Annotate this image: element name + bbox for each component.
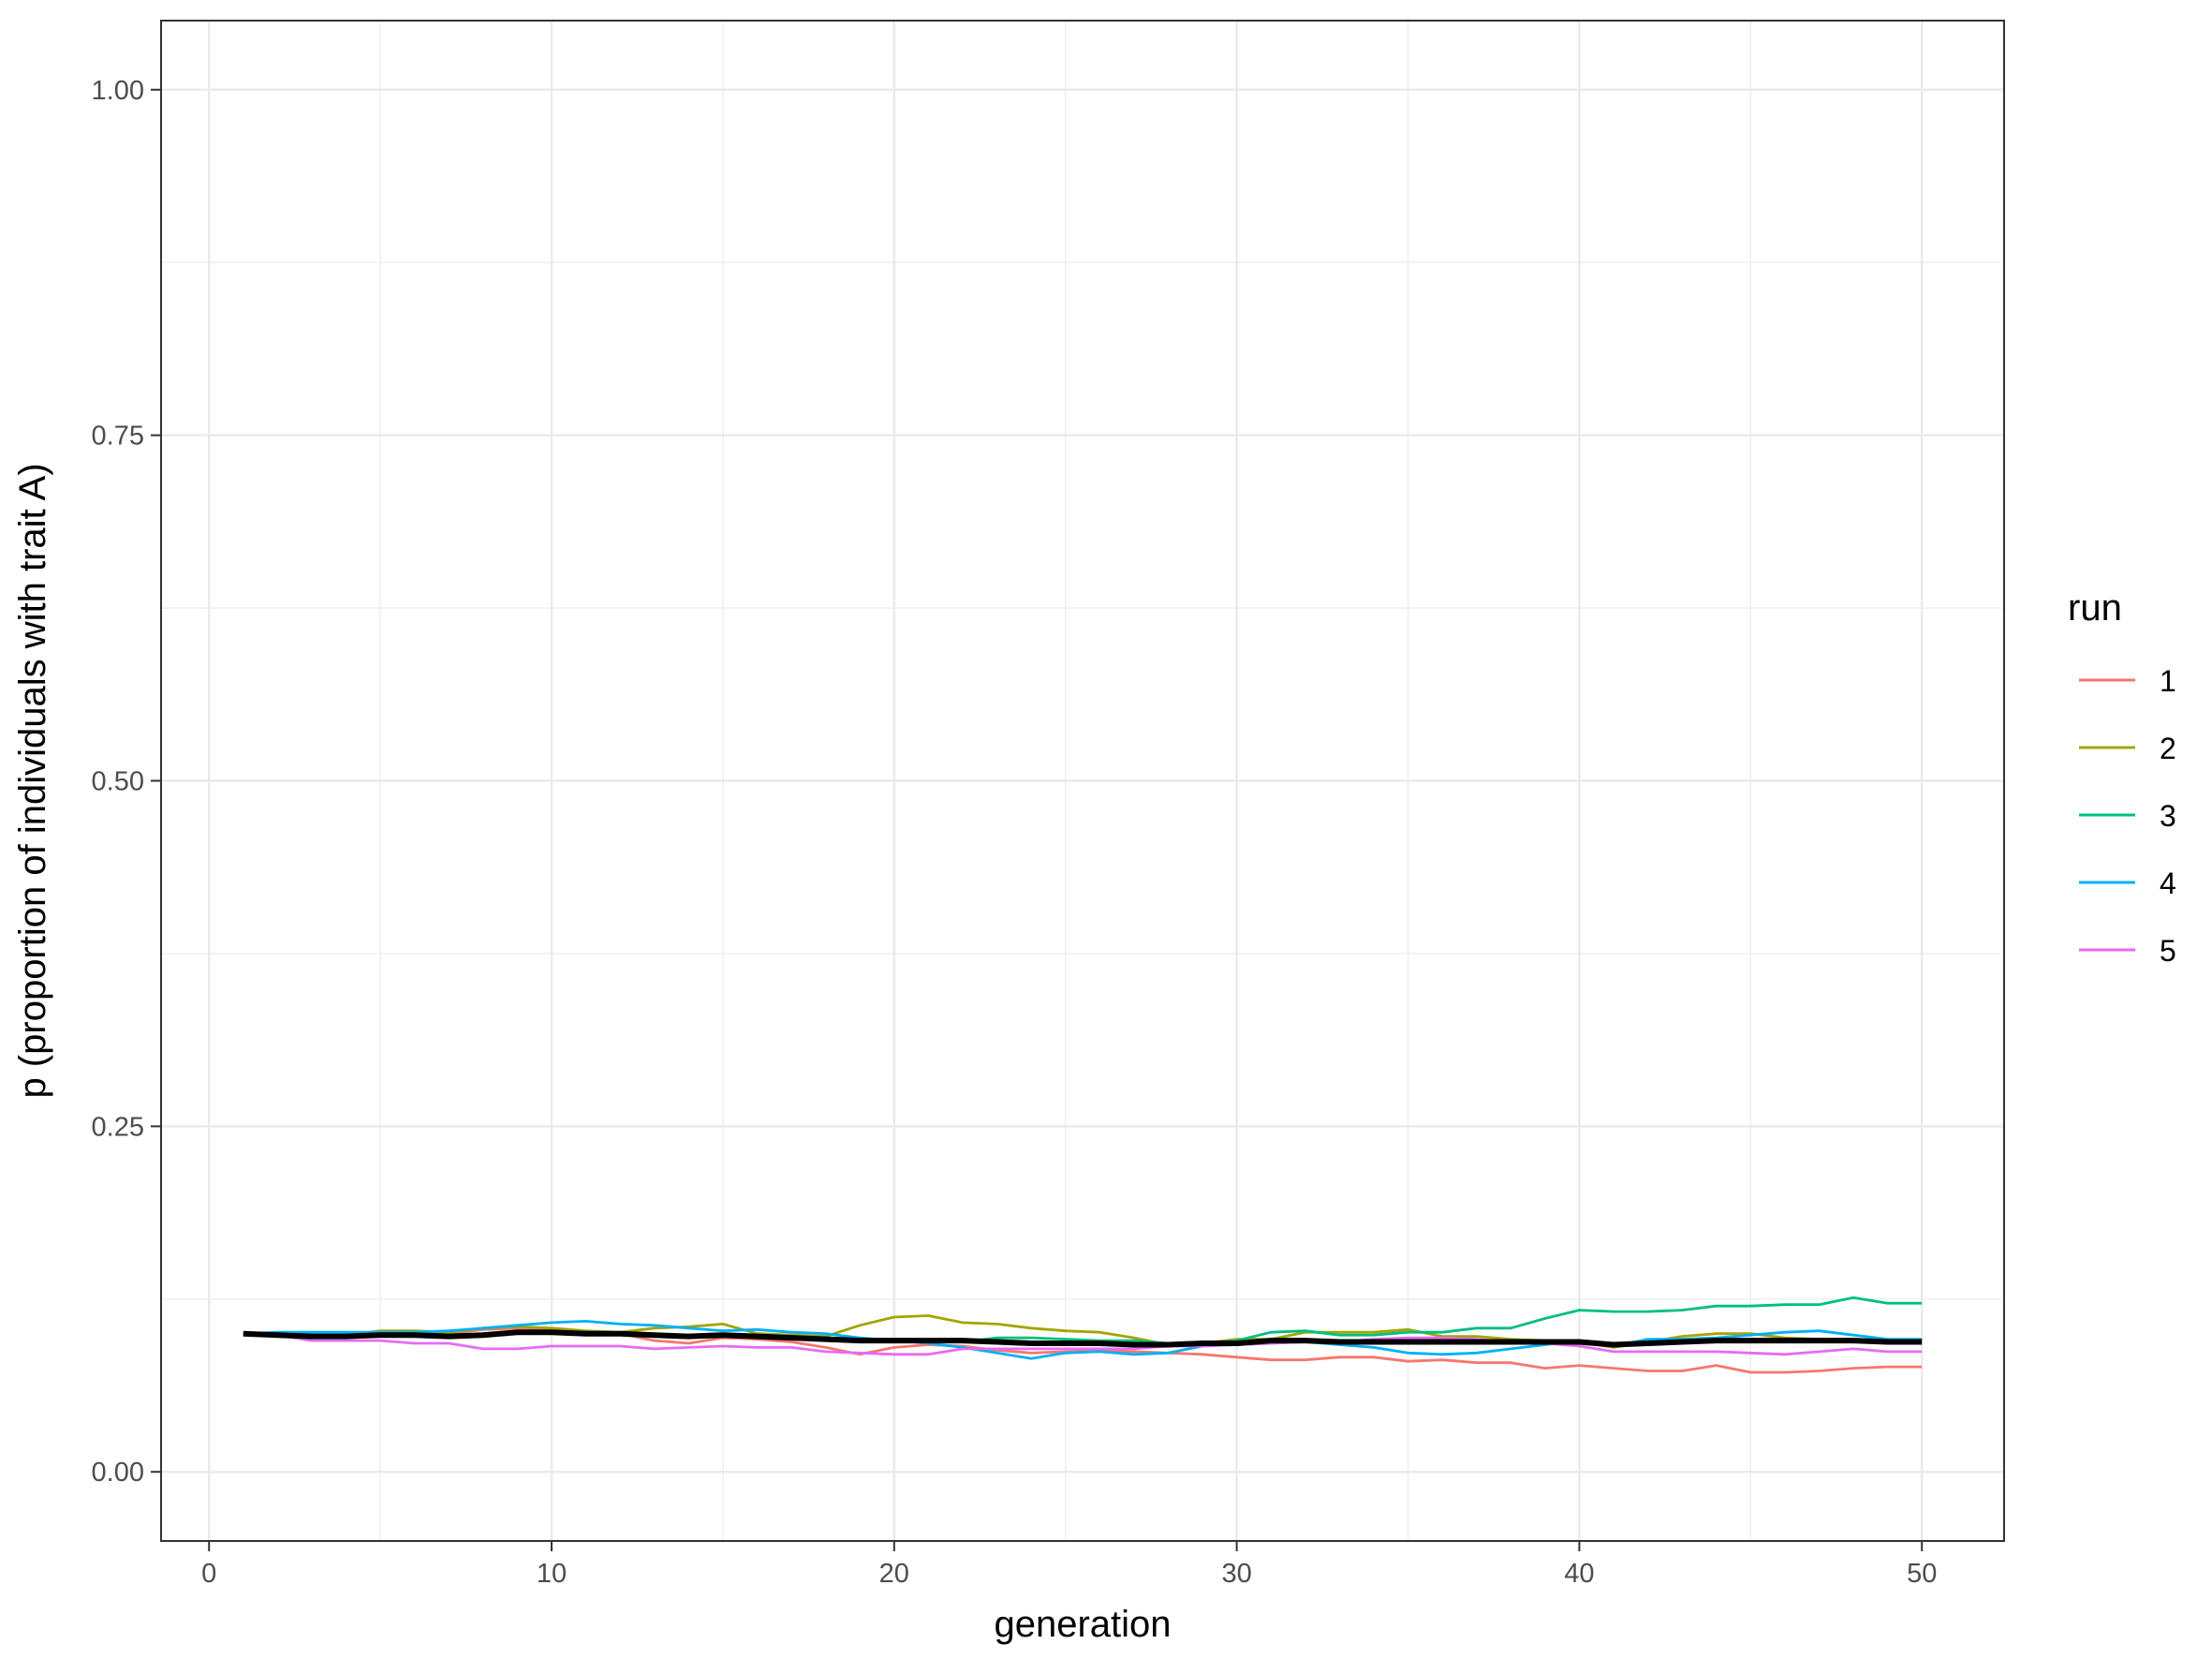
x-tick-label: 10 xyxy=(537,1559,567,1589)
x-tick-label: 20 xyxy=(879,1559,909,1589)
y-tick-label: 1.00 xyxy=(92,76,144,106)
plot-panel xyxy=(160,20,2005,1542)
y-tick-label: 0.00 xyxy=(92,1458,144,1488)
y-axis: 0.00 0.25 0.50 0.75 1.00 xyxy=(92,76,161,1488)
legend-label-run-4: 4 xyxy=(2160,867,2176,900)
x-axis-title: generation xyxy=(994,1604,1171,1645)
series-line-run-1 xyxy=(243,1326,1923,1374)
x-tick-label: 0 xyxy=(201,1559,216,1589)
x-tick-label: 30 xyxy=(1221,1559,1251,1589)
series-lines xyxy=(243,1296,1923,1374)
series-line-run-5 xyxy=(243,1332,1923,1356)
y-tick-label: 0.50 xyxy=(92,767,144,797)
y-tick-label: 0.75 xyxy=(92,422,144,452)
mean-series-line xyxy=(243,1329,1923,1348)
x-tick-label: 40 xyxy=(1564,1559,1594,1589)
legend-label-run-2: 2 xyxy=(2160,732,2176,765)
legend-label-run-3: 3 xyxy=(2160,799,2176,833)
x-axis: 0 10 20 30 40 50 xyxy=(201,1541,1937,1589)
legend: run 1 2 3 4 5 xyxy=(2068,587,2176,968)
y-axis-title: p (proportion of individuals with trait … xyxy=(12,463,53,1098)
legend-label-run-5: 5 xyxy=(2160,934,2176,968)
legend-title: run xyxy=(2068,587,2122,629)
x-tick-label: 50 xyxy=(1907,1559,1937,1589)
legend-label-run-1: 1 xyxy=(2160,664,2176,698)
series-line-run-4 xyxy=(243,1320,1923,1360)
major-gridlines xyxy=(161,21,2004,1541)
y-tick-label: 0.25 xyxy=(92,1112,144,1142)
